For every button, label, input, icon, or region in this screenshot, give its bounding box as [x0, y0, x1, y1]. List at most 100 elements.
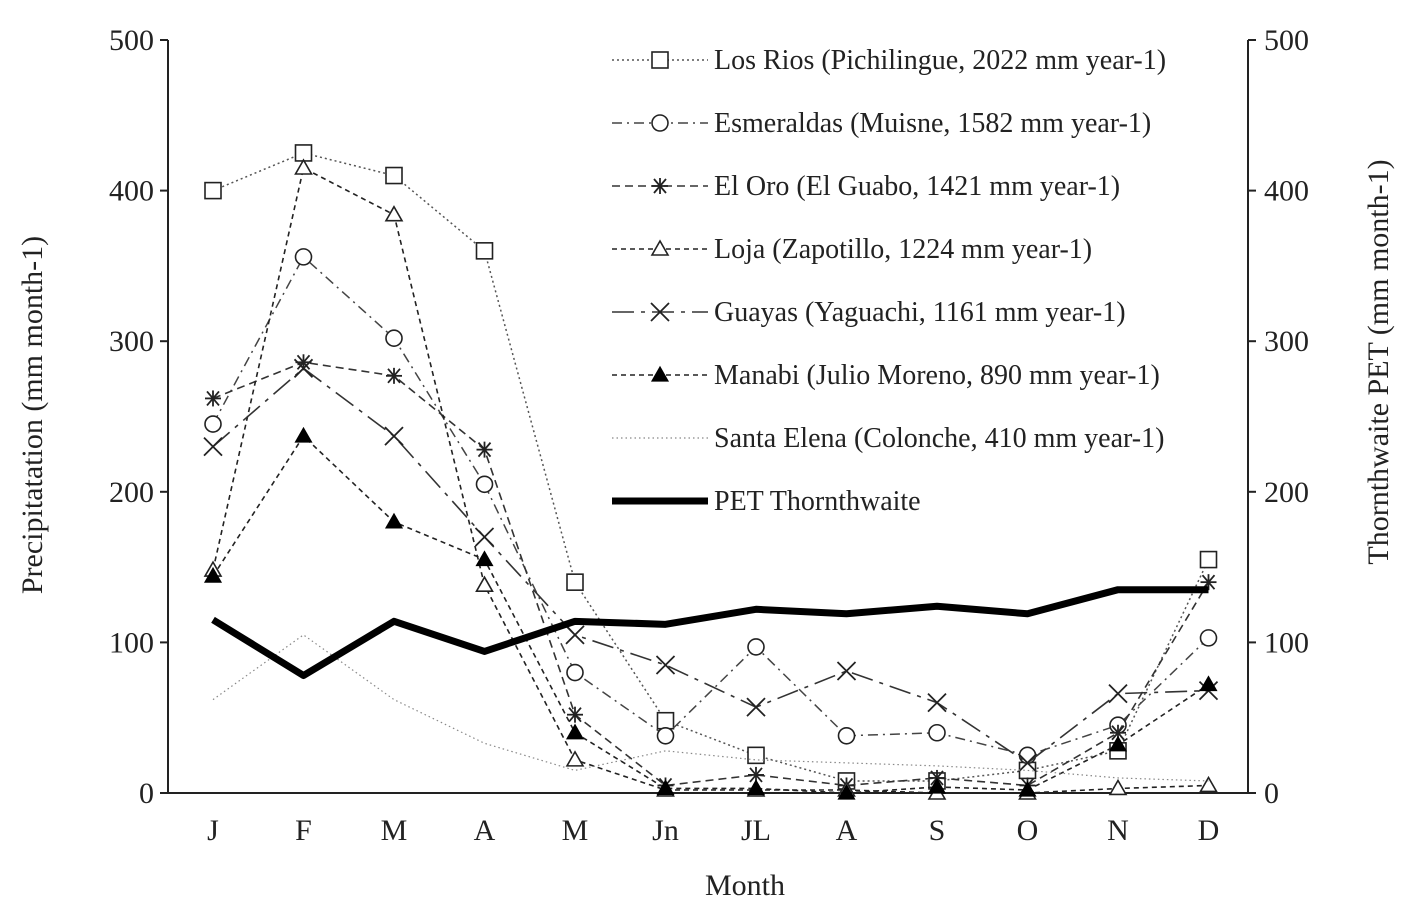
x-tick-label: O — [1017, 814, 1039, 847]
data-point-triangle-open — [475, 575, 494, 592]
x-axis-title: Month — [705, 869, 785, 902]
series-line — [212, 361, 1210, 787]
data-point-triangle-filled — [656, 779, 675, 796]
data-point-square — [1199, 550, 1218, 569]
x-tick-label: D — [1198, 814, 1220, 847]
data-point-triangle-filled — [1199, 675, 1218, 692]
x-tick-label: F — [295, 814, 312, 847]
series-line — [212, 256, 1210, 757]
data-point-cross — [384, 426, 404, 446]
data-point-triangle-filled — [384, 512, 404, 529]
x-tick-label: N — [1107, 814, 1129, 847]
x-tick-label: A — [474, 814, 496, 847]
x-tick-label: M — [562, 814, 589, 847]
data-point-circle — [837, 726, 856, 745]
data-point-cross — [474, 527, 495, 547]
data-point-circle — [475, 475, 494, 494]
data-point-triangle-open — [1199, 775, 1218, 793]
data-point-asterisk — [567, 706, 583, 723]
data-point-cross — [565, 625, 585, 645]
data-point-triangle-filled — [746, 779, 766, 796]
legend-label: Guayas (Yaguachi, 1161 mm year-1) — [714, 297, 1126, 328]
series-line — [212, 367, 1209, 764]
data-point-circle — [204, 415, 222, 433]
legend-label: Los Rios (Pichilingue, 2022 mm year-1) — [714, 45, 1166, 76]
legend-label: Manabi (Julio Moreno, 890 mm year-1) — [714, 360, 1160, 391]
data-point-triangle-filled — [294, 426, 313, 443]
series-0 — [204, 144, 1218, 790]
y-left-tick-label: 100 — [109, 626, 154, 659]
y-axis-right-title: Thornthwaite PET (mm month-1) — [1362, 159, 1395, 564]
data-point-circle — [1018, 746, 1037, 765]
data-point-triangle-filled — [1108, 735, 1128, 752]
data-point-circle — [385, 329, 403, 347]
series-line — [212, 435, 1209, 794]
legend-item: Manabi (Julio Moreno, 890 mm year-1) — [612, 360, 1160, 391]
data-point-circle — [566, 663, 584, 682]
legend-item: Guayas (Yaguachi, 1161 mm year-1) — [612, 297, 1126, 328]
data-point-triangle-filled — [927, 777, 947, 794]
data-point-triangle-filled — [1018, 780, 1037, 797]
data-point-triangle-open — [384, 205, 404, 222]
data-point-square — [204, 181, 222, 200]
legend-item: Los Rios (Pichilingue, 2022 mm year-1) — [612, 45, 1166, 76]
y-right-tick-label: 100 — [1264, 626, 1309, 659]
data-point-triangle-filled — [837, 783, 856, 800]
data-point-cross — [293, 358, 314, 378]
legend-label: PET Thornthwaite — [714, 486, 921, 517]
data-point-circle — [294, 248, 313, 266]
series-line — [212, 167, 1209, 794]
series-line — [211, 586, 1209, 680]
data-point-cross — [655, 655, 676, 675]
y-right-tick-label: 300 — [1264, 325, 1309, 358]
series-5 — [203, 426, 1218, 800]
x-tick-label: A — [836, 814, 858, 847]
series-line — [212, 634, 1209, 782]
y-right-tick-label: 400 — [1264, 175, 1309, 208]
legend-item: Santa Elena (Colonche, 410 mm year-1) — [612, 423, 1164, 454]
data-point-triangle-open — [294, 158, 313, 175]
x-tick-label: M — [381, 814, 408, 847]
data-point-asterisk — [476, 441, 493, 458]
y-right-tick-label: 0 — [1264, 777, 1279, 810]
legend-label: Loja (Zapotillo, 1224 mm year-1) — [714, 234, 1092, 265]
y-left-tick-label: 300 — [109, 325, 154, 358]
legend-item: Esmeraldas (Muisne, 1582 mm year-1) — [612, 108, 1151, 139]
data-point-cross — [1108, 683, 1128, 704]
x-tick-label: J — [207, 814, 219, 847]
data-point-square — [651, 51, 669, 69]
data-point-asterisk — [386, 367, 402, 384]
legend-label: El Oro (El Guabo, 1421 mm year-1) — [714, 171, 1120, 202]
data-point-square — [475, 242, 494, 260]
y-right-tick-label: 500 — [1264, 24, 1309, 57]
series-6 — [212, 634, 1209, 782]
series-layer — [203, 144, 1219, 800]
data-point-cross — [836, 661, 857, 681]
data-point-cross — [927, 693, 947, 713]
y-left-tick-label: 0 — [139, 777, 154, 810]
data-point-triangle-open — [1108, 778, 1128, 796]
y-axis-left-title: Precipitatation (mm month-1) — [16, 236, 49, 594]
x-tick-label: S — [929, 814, 946, 847]
data-point-square — [656, 711, 675, 730]
data-point-square — [566, 573, 584, 591]
data-point-triangle-open — [650, 239, 670, 256]
data-point-cross — [650, 302, 670, 322]
data-point-cross — [1017, 753, 1038, 773]
x-tick-label: JL — [741, 814, 771, 847]
y-left-tick-label: 200 — [109, 476, 154, 509]
data-point-triangle-filled — [565, 723, 585, 740]
data-point-cross — [203, 436, 223, 457]
y-left-tick-label: 500 — [109, 24, 154, 57]
series-line — [212, 152, 1210, 782]
data-point-triangle-filled — [650, 365, 670, 382]
axes: 0 0 100 100 200 200 300 300 400 400 500 500 J F M A M Jn J… — [109, 24, 1309, 847]
series-4 — [203, 358, 1219, 773]
data-point-asterisk — [652, 178, 668, 194]
data-point-circle — [1199, 629, 1218, 647]
data-point-circle — [651, 114, 669, 132]
data-point-circle — [656, 726, 675, 745]
series-2 — [205, 354, 1217, 794]
data-point-triangle-filled — [203, 566, 223, 583]
